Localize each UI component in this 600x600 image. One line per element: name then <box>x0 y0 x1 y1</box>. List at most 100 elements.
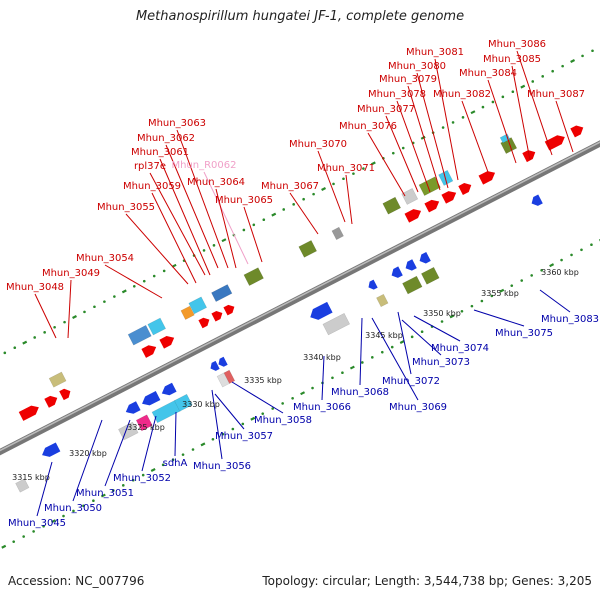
label-Mhun_3059[interactable]: Mhun_3059 <box>123 181 181 192</box>
tick-dot-lower <box>361 361 364 364</box>
tick-dot-lower <box>62 514 65 518</box>
label-Mhun_3071[interactable]: Mhun_3071 <box>317 163 375 174</box>
tick-dot-upper <box>3 351 7 355</box>
reverse-block-0-shape <box>118 421 139 441</box>
label-Mhun_3052[interactable]: Mhun_3052 <box>113 473 171 484</box>
label-Mhun_3056[interactable]: Mhun_3056 <box>193 461 251 472</box>
label-Mhun_3068[interactable]: Mhun_3068 <box>331 387 389 398</box>
leader-line-Mhun_3067 <box>289 192 319 235</box>
label-Mhun_3051[interactable]: Mhun_3051 <box>76 488 134 499</box>
leader-line-Mhun_3065 <box>243 206 263 263</box>
label-Mhun_3063[interactable]: Mhun_3063 <box>148 118 206 129</box>
tick-dot-lower <box>261 412 265 415</box>
reverse-block-8-shape <box>402 275 423 295</box>
label-Mhun_3069[interactable]: Mhun_3069 <box>389 402 447 413</box>
forward-block-8 <box>331 226 344 241</box>
tick-dot-lower <box>410 335 414 339</box>
reverse-gene-5-shape <box>218 356 228 367</box>
tick-dot-lower <box>42 524 45 528</box>
leader-line-Mhun_3072 <box>397 311 412 375</box>
tick-dot-upper <box>352 172 355 175</box>
label-Mhun_3077[interactable]: Mhun_3077 <box>357 104 415 115</box>
label-Mhun_3074[interactable]: Mhun_3074 <box>431 343 489 354</box>
tick-label-4: 3335 kbp <box>244 376 282 385</box>
label-Mhun_3057[interactable]: Mhun_3057 <box>215 431 273 442</box>
tick-dot-upper <box>362 167 365 170</box>
tick-dash-upper <box>520 84 526 89</box>
leader-line-sdhA <box>174 411 177 457</box>
label-Mhun_3049[interactable]: Mhun_3049 <box>42 268 100 279</box>
tick-label-0: 3315 kbp <box>12 473 50 482</box>
tick-dot-lower <box>380 350 384 354</box>
tick-dash-lower <box>449 314 455 319</box>
label-Mhun_3055[interactable]: Mhun_3055 <box>97 202 155 213</box>
tick-dot-lower <box>510 284 514 287</box>
label-Mhun_3066[interactable]: Mhun_3066 <box>293 402 351 413</box>
leader-line-Mhun_3082 <box>461 100 489 173</box>
label-Mhun_3084[interactable]: Mhun_3084 <box>459 68 517 79</box>
label-Mhun_3079[interactable]: Mhun_3079 <box>379 74 437 85</box>
reverse-gene-0-shape <box>42 442 61 457</box>
forward-gene-6 <box>211 311 223 322</box>
tick-dot-upper <box>83 310 86 314</box>
label-Mhun_3061[interactable]: Mhun_3061 <box>131 147 189 158</box>
tick-dot-upper <box>252 223 256 227</box>
label-Mhun_3050[interactable]: Mhun_3050 <box>44 503 102 514</box>
label-Mhun_3048[interactable]: Mhun_3048 <box>6 282 64 293</box>
label-sdhA[interactable]: sdhA <box>163 458 188 469</box>
label-Mhun_3070[interactable]: Mhun_3070 <box>289 139 347 150</box>
label-leader-lines <box>34 50 574 517</box>
leader-line-rpl37e <box>149 172 206 276</box>
leader-line-Mhun_3074 <box>413 315 461 342</box>
tick-dot-upper <box>13 346 17 350</box>
leader-line-Mhun_3079 <box>407 85 441 191</box>
label-Mhun_3064[interactable]: Mhun_3064 <box>187 177 245 188</box>
tick-dot-upper <box>451 121 455 124</box>
reverse-gene-7-shape <box>368 279 378 290</box>
gene-labels[interactable]: Mhun_3048 Mhun_3049 Mhun_3054 Mhun_3055 Mhun… <box>6 39 599 529</box>
forward-gene-14 <box>544 135 565 151</box>
backbone-highlight <box>0 141 600 452</box>
reverse-block-10-shape <box>15 478 30 493</box>
tick-dot-rows <box>1 49 600 549</box>
genome-backbone <box>0 140 600 456</box>
label-Mhun_3062[interactable]: Mhun_3062 <box>137 133 195 144</box>
label-Mhun_3076[interactable]: Mhun_3076 <box>339 121 397 132</box>
forward-gene-8 <box>404 209 422 223</box>
leader-line-Mhun_3070 <box>317 150 346 223</box>
label-Mhun_3081[interactable]: Mhun_3081 <box>406 47 464 58</box>
label-Mhun_3072[interactable]: Mhun_3072 <box>382 376 440 387</box>
accession-text: Accession: NC_007796 <box>8 574 145 588</box>
tick-dot-lower <box>460 309 464 313</box>
label-Mhun_3075[interactable]: Mhun_3075 <box>495 328 553 339</box>
reverse-block-1-shape <box>135 414 153 432</box>
label-Mhun_3085[interactable]: Mhun_3085 <box>483 54 541 65</box>
label-Mhun_3045[interactable]: Mhun_3045 <box>8 518 66 529</box>
label-rpl37e[interactable]: rpl37e <box>134 161 166 172</box>
label-Mhun_3065[interactable]: Mhun_3065 <box>215 195 273 206</box>
label-Mhun_3054[interactable]: Mhun_3054 <box>76 253 134 264</box>
leader-line-Mhun_3071 <box>345 174 353 225</box>
tick-dash-upper <box>72 315 77 319</box>
tick-dot-lower <box>82 504 85 508</box>
label-Mhun_R0062[interactable]: Mhun_R0062 <box>171 160 236 171</box>
leader-line-Mhun_3059 <box>151 192 197 284</box>
label-Mhun_3067[interactable]: Mhun_3067 <box>261 181 319 192</box>
forward-gene-8-shape <box>404 209 422 223</box>
tick-dot-upper <box>282 208 286 211</box>
tick-dash-lower <box>349 365 355 370</box>
label-Mhun_3078[interactable]: Mhun_3078 <box>368 89 426 100</box>
tick-dot-lower <box>231 427 235 431</box>
label-Mhun_3073[interactable]: Mhun_3073 <box>412 357 470 368</box>
tick-dot-lower <box>241 422 245 426</box>
label-Mhun_3087[interactable]: Mhun_3087 <box>527 89 585 100</box>
label-Mhun_3058[interactable]: Mhun_3058 <box>254 415 312 426</box>
forward-block-1-shape <box>127 324 152 346</box>
label-Mhun_3080[interactable]: Mhun_3080 <box>388 61 446 72</box>
tick-dot-lower <box>22 535 25 538</box>
label-Mhun_3082[interactable]: Mhun_3082 <box>433 89 491 100</box>
label-Mhun_3083[interactable]: Mhun_3083 <box>541 314 599 325</box>
tick-dot-lower <box>211 437 215 441</box>
forward-gene-14-shape <box>544 135 565 151</box>
label-Mhun_3086[interactable]: Mhun_3086 <box>488 39 546 50</box>
